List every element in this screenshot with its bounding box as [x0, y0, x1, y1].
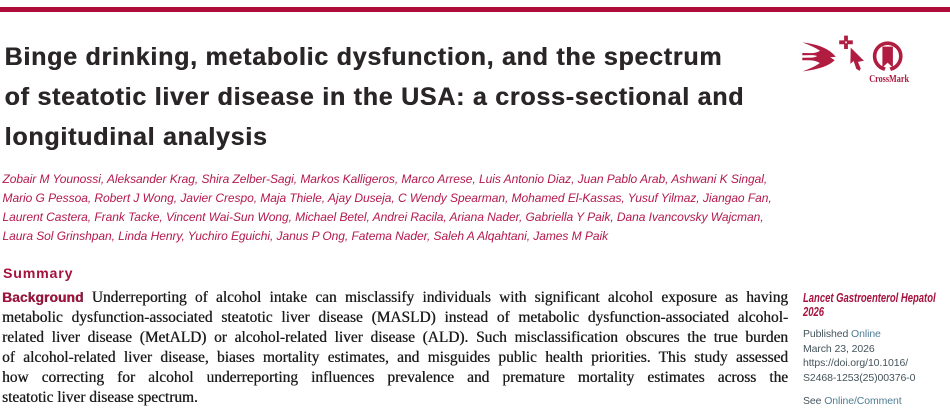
- svg-text:CrossMark: CrossMark: [869, 73, 910, 84]
